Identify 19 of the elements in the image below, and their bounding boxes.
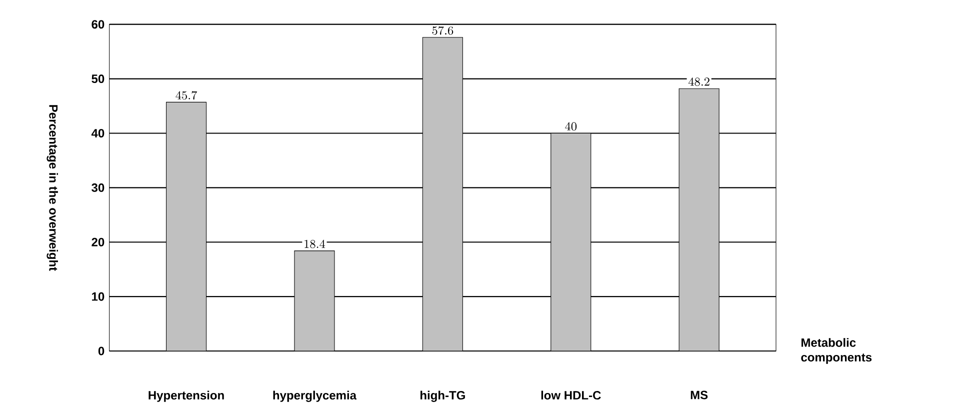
y-tick-label: 20 [92, 238, 104, 246]
y-tick-label: 60 [92, 20, 104, 29]
data-label: 45.7 [176, 91, 198, 100]
x-tick-label: MS [690, 390, 708, 400]
data-label: 40 [565, 122, 577, 131]
y-tick-label: 50 [92, 74, 104, 84]
x-axis-title: Metabolic components [801, 338, 872, 364]
data-label: 18.4 [304, 240, 326, 248]
x-tick-label: low HDL-C [541, 390, 601, 400]
y-tick-label: 40 [91, 128, 104, 138]
y-tick-label: 10 [92, 292, 104, 301]
y-tick-label: 0 [98, 346, 104, 356]
x-tick-label: high-TG [420, 390, 465, 402]
x-tick-label: Hypertension [148, 390, 224, 402]
y-axis-title: Percentage in the overweight [46, 105, 58, 271]
x-tick-label: hyperglycemia [273, 390, 357, 402]
data-label: 48.2 [688, 78, 710, 86]
y-tick-label: 30 [92, 183, 104, 192]
data-label: 57.6 [432, 26, 454, 35]
